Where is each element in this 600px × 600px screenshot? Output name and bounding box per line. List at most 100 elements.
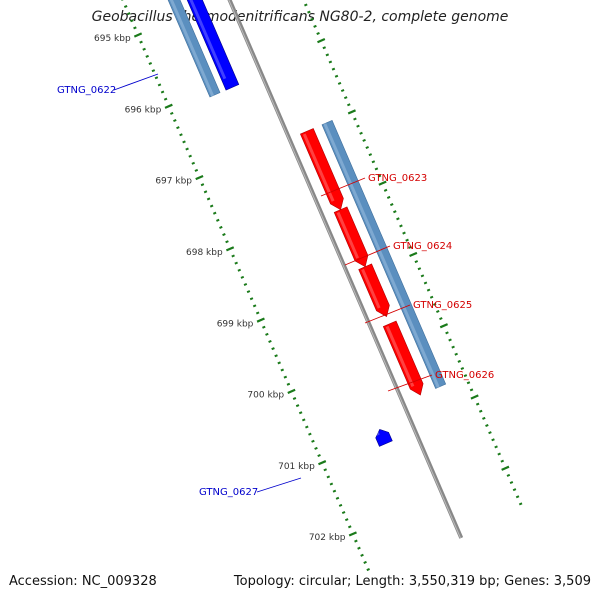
ruler-minor-tick [212, 211, 217, 215]
ruler-minor-tick [326, 475, 331, 479]
ruler-label: 699 kbp [217, 319, 254, 329]
outer-ruler-major-tick [501, 465, 510, 471]
ruler-minor-tick [357, 546, 361, 550]
ruler-minor-tick [142, 47, 146, 51]
outer-ruler-minor-tick [488, 431, 492, 435]
outer-ruler-minor-tick [408, 245, 412, 249]
ruler-minor-tick [219, 225, 223, 229]
outer-ruler-minor-tick [368, 153, 373, 157]
ruler-minor-tick [203, 190, 208, 194]
outer-ruler-minor-tick [405, 238, 409, 242]
outer-ruler-minor-tick [436, 309, 440, 313]
outer-ruler-minor-tick [429, 295, 434, 299]
ruler-minor-tick [344, 518, 349, 522]
ruler-label: 696 kbp [125, 105, 162, 115]
ruler-minor-tick [332, 489, 337, 493]
ruler-minor-tick [133, 26, 137, 30]
outer-ruler-minor-tick [454, 352, 458, 356]
ruler-minor-tick [169, 111, 174, 115]
outer-ruler-minor-tick [500, 459, 505, 463]
outer-ruler-minor-tick [475, 402, 480, 406]
outer-ruler-minor-tick [448, 338, 452, 342]
ruler-minor-tick [265, 332, 269, 336]
outer-ruler-minor-tick [343, 96, 348, 100]
ruler-minor-tick [255, 311, 260, 315]
outer-ruler-minor-tick [485, 423, 489, 428]
outer-ruler-minor-tick [478, 409, 483, 413]
gene-gtng-0622: GTNG_0622 [57, 0, 240, 96]
ruler-minor-tick [145, 54, 149, 58]
outer-ruler-minor-tick [399, 224, 403, 228]
gene-arrow [358, 263, 390, 318]
outer-ruler-minor-tick [417, 267, 422, 271]
outer-ruler-minor-tick [334, 74, 339, 78]
ruler-major-tick [133, 32, 143, 38]
ruler-major-tick [348, 531, 357, 537]
outer-ruler-minor-tick [393, 210, 397, 214]
ruler-minor-tick [173, 119, 177, 123]
outer-ruler-minor-tick [337, 81, 342, 85]
ruler-minor-tick [127, 12, 131, 16]
ruler-minor-tick [366, 568, 370, 572]
ruler-minor-tick [335, 496, 340, 500]
gene-arrow [186, 0, 240, 91]
outer-ruler-major-tick [409, 251, 418, 258]
ruler-minor-tick [139, 40, 143, 44]
ruler-minor-tick [243, 282, 248, 286]
outer-ruler-minor-tick [506, 473, 511, 477]
ruler-minor-tick [231, 254, 235, 258]
gene-label: GTNG_0623 [368, 173, 427, 184]
ruler-minor-tick [179, 133, 183, 137]
ruler-minor-tick [234, 261, 238, 265]
ruler-minor-tick [363, 560, 367, 564]
outer-ruler-minor-tick [383, 188, 388, 192]
outer-ruler-minor-tick [386, 195, 391, 199]
ruler-minor-tick [295, 404, 300, 408]
ruler-minor-tick [249, 297, 254, 301]
ruler-minor-tick [160, 90, 165, 94]
outer-ruler-minor-tick [451, 345, 455, 349]
ruler-minor-tick [200, 183, 205, 187]
outer-ruler-minor-tick [515, 495, 520, 499]
ruler-minor-tick [298, 411, 303, 415]
gene-label: GTNG_0622 [57, 85, 116, 96]
outer-ruler-minor-tick [325, 53, 330, 57]
ruler-minor-tick [130, 19, 134, 23]
gene-label: GTNG_0624 [393, 241, 452, 252]
ruler-minor-tick [246, 290, 251, 294]
outer-ruler-minor-tick [432, 302, 437, 306]
ruler-minor-tick [341, 511, 346, 515]
gene-label-leader [387, 374, 433, 392]
gene-label: GTNG_0626 [435, 370, 494, 381]
gene-arrow [382, 320, 424, 396]
outer-ruler-minor-tick [469, 388, 474, 392]
outer-ruler-major-tick [347, 109, 356, 115]
gene-label-leader [256, 477, 302, 493]
gene-gtng-0624: GTNG_0624 [333, 206, 452, 268]
ruler-minor-tick [163, 97, 168, 101]
genome-backbone [227, 0, 464, 539]
gene-label: GTNG_0627 [199, 487, 258, 498]
gene-arrow-highlight [302, 133, 335, 202]
outer-ruler-minor-tick [347, 103, 351, 107]
outer-ruler-minor-tick [466, 381, 471, 385]
gene-gtng-0625: GTNG_0625 [358, 263, 472, 324]
outer-ruler-minor-tick [356, 124, 360, 128]
outer-ruler-minor-tick [445, 331, 449, 335]
ruler-major-tick [225, 246, 235, 252]
outer-ruler-minor-tick [322, 46, 327, 50]
ruler-minor-tick [237, 268, 242, 272]
outer-ruler-minor-tick [460, 366, 465, 371]
outer-ruler-minor-tick [457, 359, 462, 363]
ruler-minor-tick [329, 482, 334, 486]
ruler-minor-tick [252, 304, 257, 308]
cds-block-highlight [323, 123, 440, 388]
outer-ruler-major-tick [317, 38, 326, 44]
gene-arrow-highlight [361, 268, 381, 309]
gene-label-leader [320, 177, 366, 197]
gene-label-leader [344, 245, 391, 266]
gene-label: GTNG_0625 [413, 300, 472, 311]
ruler-minor-tick [151, 69, 156, 73]
